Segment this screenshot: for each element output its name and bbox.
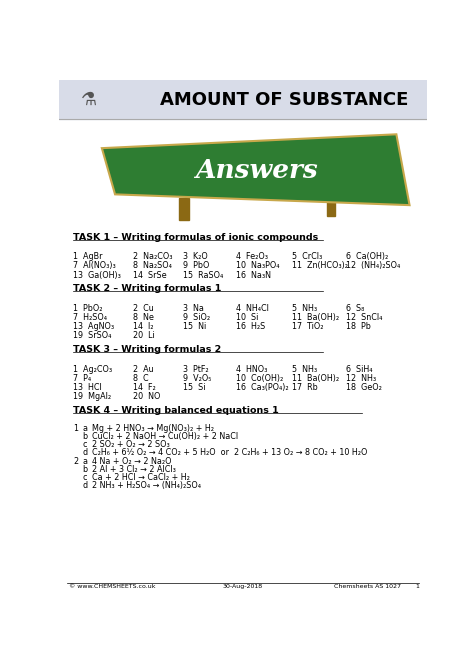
Text: 5  CrCl₃: 5 CrCl₃ — [292, 252, 322, 261]
Text: TASK 3 – Writing formulas 2: TASK 3 – Writing formulas 2 — [73, 345, 221, 354]
Text: 20  Li: 20 Li — [133, 332, 155, 340]
Text: 5  NH₃: 5 NH₃ — [292, 364, 317, 374]
Text: 16  H₂S: 16 H₂S — [236, 322, 265, 331]
Text: 3  Na: 3 Na — [183, 304, 204, 313]
Text: 4  Fe₂O₃: 4 Fe₂O₃ — [236, 252, 268, 261]
Text: 1  Ag₂CO₃: 1 Ag₂CO₃ — [73, 364, 112, 374]
Text: Chemsheets AS 1027: Chemsheets AS 1027 — [334, 584, 401, 589]
Text: 2  Na₂CO₃: 2 Na₂CO₃ — [133, 252, 173, 261]
Bar — [179, 198, 190, 220]
Text: 15  Si: 15 Si — [183, 383, 206, 392]
Text: TASK 2 – Writing formulas 1: TASK 2 – Writing formulas 1 — [73, 285, 221, 293]
Text: 7  P₄: 7 P₄ — [73, 374, 91, 383]
Text: 7  H₂SO₄: 7 H₂SO₄ — [73, 313, 107, 322]
Text: 14  F₂: 14 F₂ — [133, 383, 155, 392]
Text: 2  Au: 2 Au — [133, 364, 154, 374]
Text: CuCl₂ + 2 NaOH → Cu(OH)₂ + 2 NaCl: CuCl₂ + 2 NaOH → Cu(OH)₂ + 2 NaCl — [92, 432, 238, 442]
Text: d: d — [82, 448, 88, 458]
Text: 2 NH₃ + H₂SO₄ → (NH₄)₂SO₄: 2 NH₃ + H₂SO₄ → (NH₄)₂SO₄ — [92, 481, 201, 490]
Text: c: c — [82, 473, 87, 482]
Text: 13  HCl: 13 HCl — [73, 383, 102, 392]
Text: TASK 4 – Writing balanced equations 1: TASK 4 – Writing balanced equations 1 — [73, 406, 279, 415]
Text: 17  Rb: 17 Rb — [292, 383, 318, 392]
Text: 14  SrSe: 14 SrSe — [133, 271, 166, 279]
Text: 19  SrSO₄: 19 SrSO₄ — [73, 332, 111, 340]
Text: 2: 2 — [73, 456, 78, 466]
Text: b: b — [82, 464, 88, 474]
Text: 2 Al + 3 Cl₂ → 2 AlCl₃: 2 Al + 3 Cl₂ → 2 AlCl₃ — [92, 464, 176, 474]
Text: 20  NO: 20 NO — [133, 392, 160, 401]
Text: 17  TiO₂: 17 TiO₂ — [292, 322, 323, 331]
Text: 13  AgNO₃: 13 AgNO₃ — [73, 322, 114, 331]
Text: 4 Na + O₂ → 2 Na₂O: 4 Na + O₂ → 2 Na₂O — [92, 456, 171, 466]
Text: 12  NH₃: 12 NH₃ — [346, 374, 376, 383]
Text: c: c — [82, 440, 87, 450]
Text: TASK 1 – Writing formulas of ionic compounds: TASK 1 – Writing formulas of ionic compo… — [73, 233, 319, 242]
Text: b: b — [82, 432, 88, 442]
Text: 8  C: 8 C — [133, 374, 148, 383]
Text: 6  SiH₄: 6 SiH₄ — [346, 364, 373, 374]
Text: 6  S₈: 6 S₈ — [346, 304, 365, 313]
Text: 10  Co(OH)₂: 10 Co(OH)₂ — [236, 374, 283, 383]
Text: Mg + 2 HNO₃ → Mg(NO₃)₂ + H₂: Mg + 2 HNO₃ → Mg(NO₃)₂ + H₂ — [92, 424, 214, 433]
Text: 15  Ni: 15 Ni — [183, 322, 207, 331]
Text: 8  Ne: 8 Ne — [133, 313, 154, 322]
Text: 11  Ba(OH)₂: 11 Ba(OH)₂ — [292, 313, 339, 322]
Text: 4  NH₄Cl: 4 NH₄Cl — [236, 304, 269, 313]
Text: 3  K₂O: 3 K₂O — [183, 252, 208, 261]
Bar — [59, 80, 427, 119]
Text: 4  HNO₃: 4 HNO₃ — [236, 364, 267, 374]
Text: 3  PtF₂: 3 PtF₂ — [183, 364, 209, 374]
Text: 10  Si: 10 Si — [236, 313, 258, 322]
Polygon shape — [102, 134, 410, 205]
Text: 19  MgAl₂: 19 MgAl₂ — [73, 392, 111, 401]
Text: 12  (NH₄)₂SO₄: 12 (NH₄)₂SO₄ — [346, 261, 400, 271]
Text: 5  NH₃: 5 NH₃ — [292, 304, 317, 313]
Text: 2  Cu: 2 Cu — [133, 304, 154, 313]
Text: 11  Ba(OH)₂: 11 Ba(OH)₂ — [292, 374, 339, 383]
Bar — [327, 198, 335, 216]
Text: d: d — [82, 481, 88, 490]
Text: 14  I₂: 14 I₂ — [133, 322, 154, 331]
Text: a: a — [82, 424, 88, 433]
Text: 9  SiO₂: 9 SiO₂ — [183, 313, 210, 322]
Text: 9  V₂O₅: 9 V₂O₅ — [183, 374, 211, 383]
Text: 7  Al(NO₃)₃: 7 Al(NO₃)₃ — [73, 261, 116, 271]
Text: 1: 1 — [416, 584, 419, 589]
Text: 13  Ga(OH)₃: 13 Ga(OH)₃ — [73, 271, 121, 279]
Text: 30-Aug-2018: 30-Aug-2018 — [223, 584, 263, 589]
Text: 9  PbO: 9 PbO — [183, 261, 210, 271]
Text: 8  Na₂SO₄: 8 Na₂SO₄ — [133, 261, 172, 271]
Text: 18  Pb: 18 Pb — [346, 322, 371, 331]
Text: 10  Na₃PO₄: 10 Na₃PO₄ — [236, 261, 280, 271]
Text: 15  RaSO₄: 15 RaSO₄ — [183, 271, 224, 279]
Text: 1  AgBr: 1 AgBr — [73, 252, 103, 261]
Text: 16  Ca₃(PO₄)₂: 16 Ca₃(PO₄)₂ — [236, 383, 289, 392]
Text: 2 SO₂ + O₂ → 2 SO₃: 2 SO₂ + O₂ → 2 SO₃ — [92, 440, 170, 450]
Text: 1  PbO₂: 1 PbO₂ — [73, 304, 103, 313]
Text: 16  Na₃N: 16 Na₃N — [236, 271, 271, 279]
Text: a: a — [82, 456, 88, 466]
Text: 1: 1 — [73, 424, 78, 433]
Text: © www.CHEMSHEETS.co.uk: © www.CHEMSHEETS.co.uk — [69, 584, 155, 589]
Text: 12  SnCl₄: 12 SnCl₄ — [346, 313, 383, 322]
Text: C₂H₆ + 6½ O₂ → 4 CO₂ + 5 H₂O  or  2 C₂H₆ + 13 O₂ → 8 CO₂ + 10 H₂O: C₂H₆ + 6½ O₂ → 4 CO₂ + 5 H₂O or 2 C₂H₆ +… — [92, 448, 367, 458]
Text: 6  Ca(OH)₂: 6 Ca(OH)₂ — [346, 252, 388, 261]
Text: 11  Zn(HCO₃)₂: 11 Zn(HCO₃)₂ — [292, 261, 348, 271]
Text: 18  GeO₂: 18 GeO₂ — [346, 383, 382, 392]
Text: ⚗: ⚗ — [81, 90, 97, 109]
Text: Answers: Answers — [195, 158, 318, 183]
Text: AMOUNT OF SUBSTANCE: AMOUNT OF SUBSTANCE — [160, 90, 408, 109]
Text: Ca + 2 HCl → CaCl₂ + H₂: Ca + 2 HCl → CaCl₂ + H₂ — [92, 473, 190, 482]
